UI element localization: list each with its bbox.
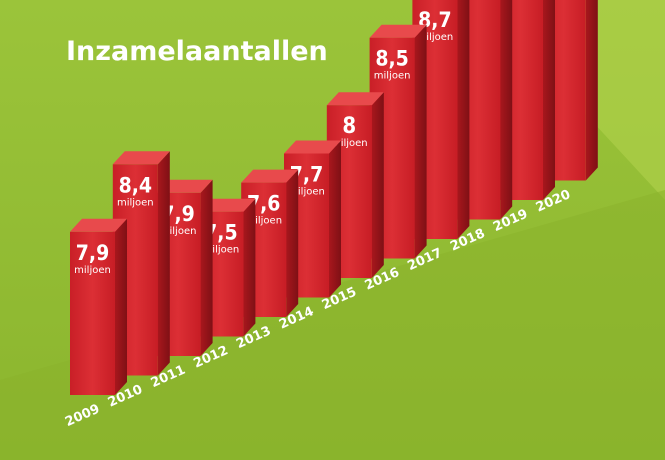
bar-side xyxy=(157,151,170,376)
bar-side xyxy=(286,169,299,317)
unit-label: miljoen xyxy=(117,197,154,208)
unit-label: miljoen xyxy=(74,265,111,276)
unit-label: miljoen xyxy=(203,245,240,256)
bar-side xyxy=(457,0,470,239)
bar-side xyxy=(243,198,256,337)
chart-title: Inzamelaantallen xyxy=(66,36,328,67)
value-label: 8,5 xyxy=(375,47,408,71)
bar-side xyxy=(414,24,427,259)
bar-side xyxy=(500,0,513,220)
bar-top xyxy=(284,140,341,154)
bar-top xyxy=(326,92,384,106)
bar-top xyxy=(70,218,127,232)
bar-top xyxy=(369,24,427,38)
bar-side xyxy=(543,0,555,200)
unit-label: miljoen xyxy=(288,187,325,198)
bar-side xyxy=(115,218,127,395)
bar-top xyxy=(241,169,299,183)
unit-label: miljoen xyxy=(417,32,454,43)
value-label: 8 xyxy=(342,114,356,139)
floor-plane xyxy=(0,190,665,460)
bar-top xyxy=(155,179,213,193)
bar-front xyxy=(70,231,115,395)
unit-label: miljoen xyxy=(331,138,368,149)
value-label: 7,9 xyxy=(76,241,109,265)
bar-top xyxy=(112,151,170,165)
bar-side xyxy=(371,92,384,278)
bar-side xyxy=(329,140,341,298)
value-label: 8,4 xyxy=(119,173,152,197)
bar-top xyxy=(198,198,256,212)
unit-label: miljoen xyxy=(245,216,282,227)
unit-label: miljoen xyxy=(160,226,197,237)
bar-side xyxy=(585,0,598,181)
bar-side xyxy=(200,179,213,356)
unit-label: miljoen xyxy=(374,71,411,82)
